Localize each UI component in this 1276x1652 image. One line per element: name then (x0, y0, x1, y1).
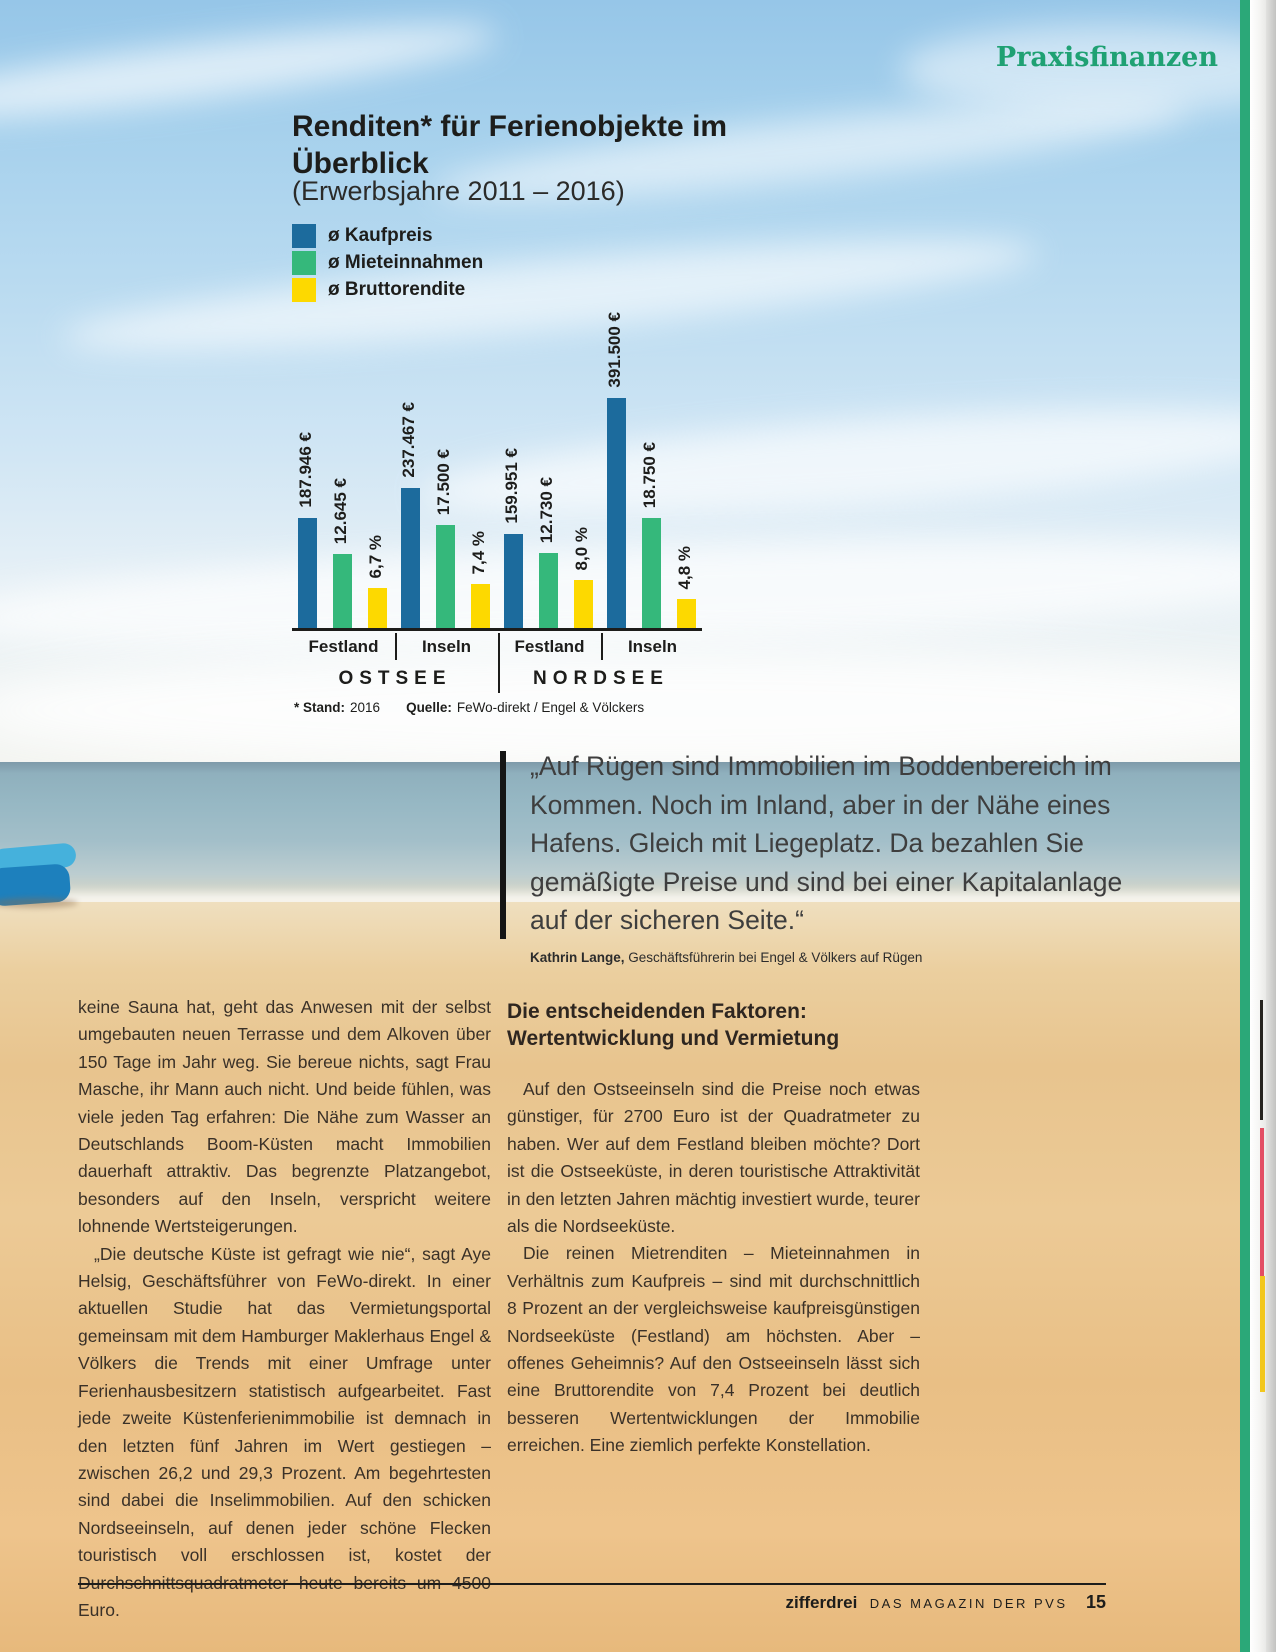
kayak-shadow (0, 898, 78, 908)
x-axis-label-inseln-ostsee: Inseln (421, 636, 472, 656)
legend-label: ø Bruttorendite (328, 279, 466, 300)
bar-kaufpreis-4 (607, 398, 626, 628)
quote-text: „Auf Rügen sind Immobilien im Boddenbere… (530, 751, 1123, 935)
page-edge-shadow (1266, 0, 1276, 1652)
footnote-stand-value: 2016 (350, 700, 381, 715)
bar-bruttorendite-4 (677, 599, 696, 628)
chart-plot-area: 187.946 € 237.467 € 159.951 € 391.500 € 12.6… (292, 288, 706, 628)
beach-photo-sand (0, 902, 1276, 1652)
magazine-brand: zifferdrei (785, 1593, 858, 1612)
legend-swatch (292, 251, 316, 275)
subheading-line2: Wertentwicklung und Vermietung (507, 1027, 840, 1050)
bar-mieteinnahmen-2 (436, 525, 455, 628)
article-column-left: keine Sauna hat, geht das Anwesen mit de… (78, 994, 491, 1624)
legend-item: ø Bruttorendite (292, 278, 483, 302)
bar-kaufpreis-3 (504, 534, 523, 628)
bar-value-label: 6,7 % (366, 534, 385, 578)
article-column-right: Die entscheidenden Faktoren: Wertentwick… (507, 994, 920, 1624)
bar-kaufpreis-1 (298, 518, 317, 628)
sea-divider (498, 633, 500, 693)
quote-attribution: Kathrin Lange, Geschäftsführerin bei Eng… (530, 950, 1140, 965)
bar-value-label: 12.730 € (537, 476, 556, 543)
subheading-line1: Die entscheidenden Faktoren: (507, 1000, 807, 1023)
x-axis-label-inseln-nordsee: Inseln (627, 636, 678, 656)
x-axis-label-nordsee: NORDSEE (533, 667, 669, 689)
cloud (0, 650, 1276, 770)
paragraph: Die reinen Mietrenditen – Mieteinnahmen … (507, 1243, 920, 1456)
chart-title-line1: Renditen* für Ferienobjekte im (292, 110, 728, 143)
paragraph: Auf den Ostseeinseln sind die Preise noc… (507, 1079, 920, 1237)
bar-value-label: 391.500 € (605, 312, 624, 388)
pull-quote: „Auf Rügen sind Immobilien im Boddenbere… (500, 747, 1140, 965)
chart-legend: ø Kaufpreis ø Mieteinnahmen ø Bruttorendit… (292, 224, 483, 305)
bar-mieteinnahmen-1 (333, 554, 352, 628)
bar-chart: 187.946 € 237.467 € 159.951 € 391.500 € 12.6… (292, 288, 706, 695)
legend-label: ø Kaufpreis (328, 225, 433, 246)
chart-title: Renditen* für Ferienobjekte im Überblick (292, 108, 727, 182)
footnote-stand-label: * Stand: (294, 700, 346, 715)
legend-item: ø Kaufpreis (292, 224, 483, 248)
quote-author-role: Geschäftsführerin bei Engel & Völkers au… (624, 949, 923, 965)
axis-divider (601, 633, 603, 660)
bar-bruttorendite-1 (368, 588, 387, 628)
bar-value-label: 12.645 € (331, 477, 350, 544)
x-axis-group-labels: Festland Inseln Festland Inseln (292, 631, 706, 693)
chart-footnote: * Stand: 2016 Quelle: FeWo-direkt / Engel &… (294, 700, 644, 715)
article-body: keine Sauna hat, geht das Anwesen mit de… (78, 994, 921, 1624)
section-color-strip (1240, 0, 1250, 1652)
footnote-quelle-label: Quelle: (406, 700, 452, 715)
bar-bruttorendite-2 (471, 584, 490, 628)
bar-kaufpreis-2 (401, 488, 420, 628)
beach-photo-sky (0, 0, 1276, 770)
chart-title-line2: Überblick (292, 147, 429, 180)
bar-value-label: 159.951 € (502, 448, 521, 524)
article-subheading: Die entscheidenden Faktoren: Wertentwick… (507, 998, 920, 1052)
paragraph: „Die deutsche Küste ist gefragt wie nie“… (78, 1243, 491, 1620)
cloud (900, 25, 1276, 115)
bar-bruttorendite-3 (574, 580, 593, 628)
page-edge-mark (1260, 1276, 1265, 1392)
x-axis-line (292, 628, 702, 631)
footer-rule (78, 1583, 1106, 1585)
x-axis-label-festland-ostsee: Festland (308, 636, 379, 656)
legend-label: ø Mieteinnahmen (328, 252, 484, 273)
beach-photo-sea (0, 762, 1276, 906)
quote-author: Kathrin Lange, (530, 949, 625, 965)
x-axis-sea-labels: OSTSEE NORDSEE (292, 662, 706, 695)
magazine-tagline: DAS MAGAZIN DER PVS (869, 1596, 1068, 1611)
x-axis-label-ostsee: OSTSEE (338, 667, 452, 689)
page-edge-mark (1260, 1128, 1264, 1276)
bar-value-label: 4,8 % (675, 545, 694, 589)
bar-mieteinnahmen-3 (539, 553, 558, 628)
bar-value-label: 7,4 % (469, 530, 488, 574)
page-edge (1250, 0, 1266, 1652)
bar-value-label: 18.750 € (640, 441, 659, 508)
bar-value-label: 187.946 € (296, 432, 315, 508)
legend-item: ø Mieteinnahmen (292, 251, 483, 275)
page-edge-mark (1260, 1000, 1263, 1120)
chart-subtitle: (Erwerbsjahre 2011 – 2016) (292, 176, 625, 206)
axis-divider (395, 633, 397, 660)
legend-swatch (292, 278, 316, 302)
legend-swatch (292, 224, 316, 248)
x-axis-label-festland-nordsee: Festland (514, 636, 585, 656)
paragraph: keine Sauna hat, geht das Anwesen mit de… (78, 997, 491, 1237)
bar-mieteinnahmen-4 (642, 518, 661, 628)
bar-value-label: 8,0 % (572, 526, 591, 570)
quote-accent-bar (500, 751, 506, 939)
section-label: Praxisfinanzen (995, 42, 1218, 73)
page-number: 15 (1085, 1592, 1106, 1612)
bar-value-label: 237.467 € (399, 402, 418, 478)
bar-value-label: 17.500 € (434, 448, 453, 515)
footnote-quelle-value: FeWo-direkt / Engel & Völckers (456, 700, 645, 715)
page-footer: zifferdrei DAS MAGAZIN DER PVS 15 (78, 1592, 1106, 1613)
